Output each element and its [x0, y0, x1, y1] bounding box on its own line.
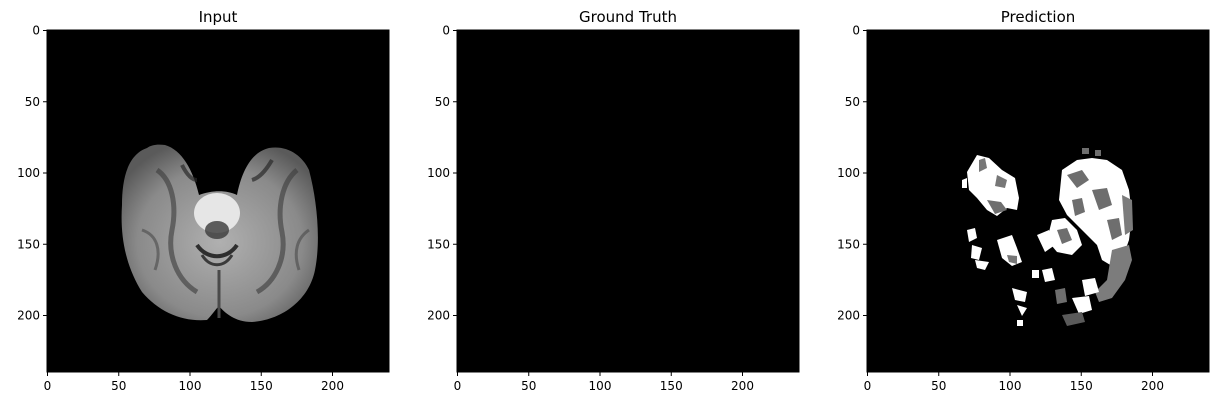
y-tick-label: 150: [427, 237, 450, 251]
prediction-image: [867, 30, 1209, 372]
y-tick-label: 100: [17, 166, 40, 180]
y-tick-label: 100: [427, 166, 450, 180]
y-tick-label: 50: [435, 95, 450, 109]
x-tick-label: 200: [321, 379, 344, 393]
y-tick-label: 50: [845, 95, 860, 109]
x-tick-label: 50: [111, 379, 126, 393]
x-tick-label: 100: [179, 379, 202, 393]
x-tick-label: 50: [521, 379, 536, 393]
y-tick-label: 150: [17, 237, 40, 251]
y-tick-label: 200: [427, 309, 450, 323]
x-tick-label: 200: [1141, 379, 1164, 393]
x-tick-label: 100: [999, 379, 1022, 393]
y-tick-label: 200: [17, 309, 40, 323]
prediction-mask: [962, 148, 1133, 326]
y-tick-label: 0: [442, 24, 450, 38]
ground-truth-image: [457, 30, 799, 372]
y-tick-label: 200: [837, 309, 860, 323]
y-tick-label: 50: [25, 95, 40, 109]
y-tick-label: 0: [32, 24, 40, 38]
x-tick-label: 150: [660, 379, 683, 393]
panel-title-prediction: Prediction: [1000, 8, 1076, 26]
brainstem: [194, 193, 240, 233]
x-tick-label: 150: [250, 379, 273, 393]
x-tick-label: 200: [731, 379, 754, 393]
x-tick-label: 0: [864, 379, 872, 393]
panel-title-input: Input: [198, 8, 238, 26]
x-tick-label: 0: [44, 379, 52, 393]
y-tick-label: 100: [837, 166, 860, 180]
input-image: [47, 30, 389, 372]
x-tick-label: 150: [1070, 379, 1093, 393]
x-tick-label: 100: [589, 379, 612, 393]
y-tick-label: 150: [837, 237, 860, 251]
x-tick-label: 0: [454, 379, 462, 393]
x-tick-label: 50: [931, 379, 946, 393]
y-tick-label: 0: [852, 24, 860, 38]
brain-mri-slice: [121, 144, 318, 322]
panel-title-ground-truth: Ground Truth: [579, 8, 677, 26]
